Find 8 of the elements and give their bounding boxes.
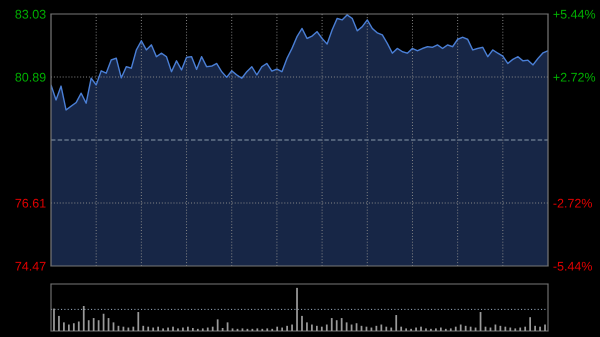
y-tick-label: 83.03 xyxy=(15,10,46,19)
y-tick-label: 74.47 xyxy=(16,262,46,271)
y2-tick-label: +5.44% xyxy=(553,10,596,19)
y2-tick-label: -5.44% xyxy=(553,262,592,271)
y2-tick-label: +2.72% xyxy=(553,72,596,82)
y-tick-label: 76.61 xyxy=(16,198,46,208)
y2-tick-label: -2.72% xyxy=(553,198,592,208)
y-tick-label: 80.89 xyxy=(15,72,46,82)
